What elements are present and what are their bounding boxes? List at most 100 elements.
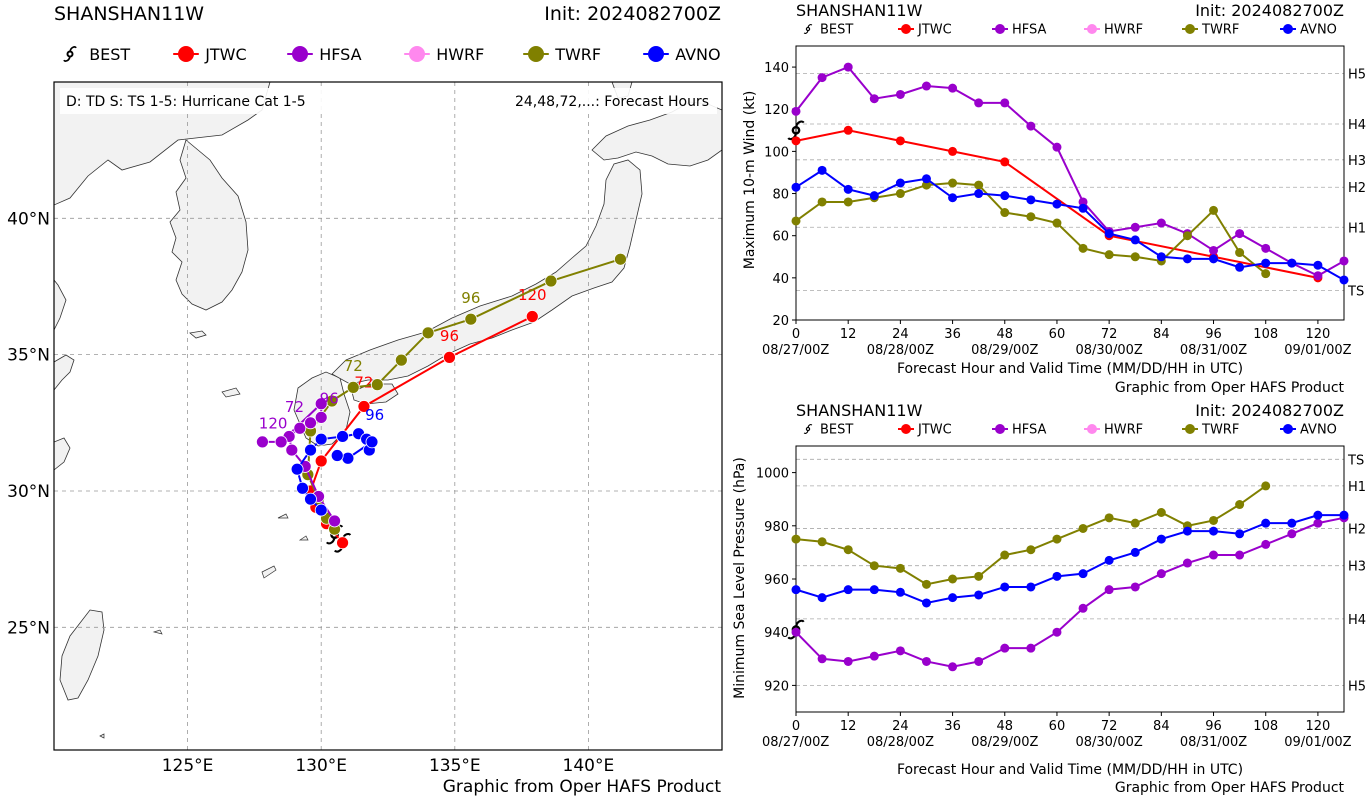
- y-tick-label: 140: [764, 61, 789, 76]
- series-point-twrf: [974, 571, 984, 581]
- date-tick-label: 08/27/00Z: [762, 343, 829, 358]
- legend-marker-avno: [1283, 24, 1293, 34]
- series-point-hfsa: [1261, 243, 1271, 253]
- wind-storm-title: SHANSHAN11W: [796, 1, 923, 20]
- series-point-hfsa: [1052, 627, 1062, 637]
- hurricane-arm: [807, 24, 813, 28]
- series-point-hfsa: [843, 62, 853, 72]
- series-point-hfsa: [1209, 550, 1219, 560]
- legend-marker-hwrf: [409, 46, 425, 62]
- series-point-avno: [791, 585, 801, 595]
- threshold-label-h1: H1: [1348, 480, 1366, 495]
- legend-best-icon: [803, 424, 813, 434]
- map-track-point-twrf: [614, 252, 627, 266]
- series-point-twrf: [843, 545, 853, 555]
- series-point-twrf: [921, 579, 931, 589]
- series-point-twrf: [1130, 518, 1140, 528]
- map-track-point-jtwc: [357, 400, 371, 413]
- map-axis-ticks: 25°N 30°N 35°N 40°N 125°E 130°E 135°E 140°E: [7, 209, 614, 776]
- legend-label-hfsa: HFSA: [1012, 423, 1047, 438]
- x-tick-label: 12: [840, 719, 857, 734]
- series-point-twrf: [1078, 243, 1088, 253]
- series-point-twrf: [1104, 513, 1114, 523]
- hurricane-arm: [325, 537, 336, 545]
- map-storm-title: SHANSHAN11W: [54, 3, 204, 25]
- map-lon-tick-label: 125°E: [162, 756, 214, 776]
- pres-xlabel: Forecast Hour and Valid Time (MM/DD/HH i…: [897, 762, 1243, 778]
- series-point-twrf: [1182, 231, 1192, 241]
- series-point-avno: [843, 184, 853, 194]
- series-point-hfsa: [974, 98, 984, 108]
- series-point-jtwc: [791, 136, 801, 146]
- map-track-point-jtwc: [443, 350, 456, 364]
- legend-item-best: BEST: [803, 423, 853, 438]
- series-point-hfsa: [895, 89, 905, 99]
- series-point-hfsa: [1130, 222, 1140, 232]
- series-point-avno: [1104, 555, 1114, 565]
- series-point-avno: [843, 585, 853, 595]
- series-point-twrf: [1026, 545, 1036, 555]
- y-tick-label: 940: [764, 626, 789, 641]
- series-point-hfsa: [791, 106, 801, 116]
- y-tick-label: 920: [764, 679, 789, 694]
- series-point-twrf: [1052, 534, 1062, 544]
- series-point-hfsa: [1235, 229, 1245, 239]
- map-track-point-hfsa: [256, 435, 269, 449]
- legend-item-hfsa: HFSA: [992, 423, 1047, 438]
- series-point-twrf: [869, 561, 879, 571]
- threshold-label-ts: TS: [1347, 284, 1364, 299]
- x-tick-label: 108: [1253, 719, 1278, 734]
- series-point-twrf: [1052, 218, 1062, 228]
- series-point-avno: [1235, 529, 1245, 539]
- legend-item-jtwc: JTWC: [898, 23, 952, 38]
- series-line-hfsa: [795, 516, 1345, 668]
- map-track-point-twrf: [421, 326, 435, 340]
- x-tick-label: 48: [996, 719, 1013, 734]
- series-point-hfsa: [1000, 643, 1010, 653]
- map-init-title: Init: 2024082700Z: [544, 3, 721, 25]
- map-track-point-avno: [314, 503, 328, 517]
- pres-storm-title: SHANSHAN11W: [796, 401, 923, 420]
- series-point-hfsa: [1339, 256, 1349, 266]
- series-point-twrf: [1209, 515, 1219, 525]
- series-point-avno: [1261, 518, 1271, 528]
- map-track-point-avno: [336, 430, 349, 443]
- series-twrf: [791, 481, 1271, 589]
- series-point-avno: [817, 165, 827, 175]
- series-point-avno: [791, 182, 801, 192]
- date-tick-label: 08/30/00Z: [1075, 735, 1142, 750]
- series-avno: [791, 165, 1349, 285]
- legend-marker-hwrf: [1087, 424, 1097, 434]
- x-tick-label: 72: [1101, 327, 1118, 342]
- series-point-hfsa: [1078, 197, 1088, 207]
- land-jeju: [189, 330, 207, 339]
- map-track-point-twrf: [544, 274, 558, 288]
- hurricane-arm: [803, 30, 809, 34]
- y-tick-label: 100: [764, 145, 789, 160]
- series-point-twrf: [948, 574, 958, 584]
- series-point-twrf: [791, 534, 801, 544]
- x-tick-label: 84: [1153, 327, 1170, 342]
- threshold-label-h2: H2: [1348, 522, 1366, 537]
- y-tick-label: 20: [772, 314, 789, 329]
- map-hour-label-jtwc: 120: [518, 286, 547, 304]
- series-point-twrf: [1156, 508, 1166, 517]
- hurricane-arm: [63, 56, 71, 62]
- land-asia-mainland: [54, 82, 271, 471]
- map-track-point-twrf: [394, 353, 408, 367]
- series-point-avno: [974, 189, 984, 199]
- legend-marker-avno: [1283, 424, 1293, 434]
- legend-marker-jtwc: [901, 24, 911, 34]
- legend-marker-jtwc: [901, 424, 911, 434]
- legend-item-twrf: TWRF: [523, 45, 601, 64]
- series-point-twrf: [895, 189, 905, 199]
- x-tick-label: 24: [892, 327, 909, 342]
- series-avno: [791, 510, 1349, 608]
- series-point-hfsa: [1000, 98, 1010, 108]
- threshold-label-h5: H5: [1348, 67, 1366, 82]
- series-point-avno: [1313, 510, 1323, 520]
- x-tick-label: 96: [1205, 327, 1222, 342]
- series-point-avno: [895, 178, 905, 188]
- x-tick-label: 36: [944, 719, 961, 734]
- map-track-point-jtwc: [525, 310, 539, 323]
